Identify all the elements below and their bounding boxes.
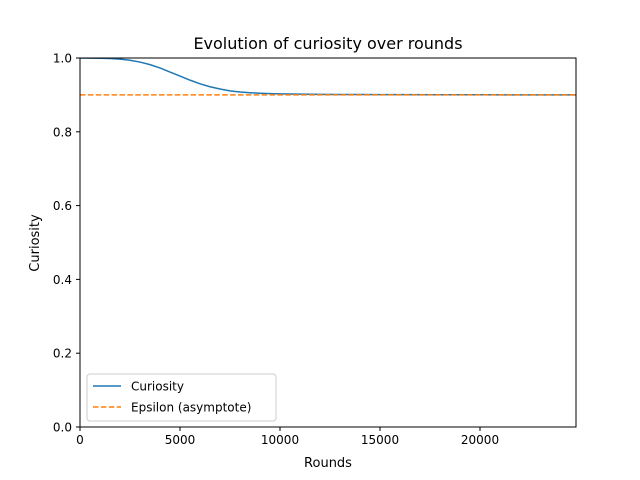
y-tick-label: 1.0 xyxy=(53,52,72,66)
y-tick-label: 0.0 xyxy=(53,421,72,435)
y-axis-label: Curiosity xyxy=(28,214,43,272)
chart-title: Evolution of curiosity over rounds xyxy=(193,34,462,53)
axes: 0 5000 10000 15000 20000 0.0 0.2 0.4 0.6 0.8 1.0 xyxy=(53,52,577,447)
x-tick-label: 0 xyxy=(76,433,84,447)
legend-label: Epsilon (asymptote) xyxy=(131,401,251,415)
x-tick-label: 15000 xyxy=(361,433,399,447)
y-tick-label: 0.8 xyxy=(53,125,72,139)
plot-area xyxy=(80,58,576,96)
x-tick-label: 20000 xyxy=(461,433,499,447)
plot-frame xyxy=(79,57,577,428)
series-line-0 xyxy=(80,58,576,96)
legend: Curiosity Epsilon (asymptote) xyxy=(86,373,277,422)
y-tick-label: 0.4 xyxy=(53,273,72,287)
legend-box xyxy=(86,373,277,422)
y-tick-label: 0.6 xyxy=(53,199,72,213)
y-tick-label: 0.2 xyxy=(53,347,72,361)
x-tick-label: 5000 xyxy=(165,433,196,447)
x-tick-label: 10000 xyxy=(261,433,299,447)
x-axis-label: Rounds xyxy=(304,456,352,471)
legend-label: Curiosity xyxy=(131,380,184,394)
